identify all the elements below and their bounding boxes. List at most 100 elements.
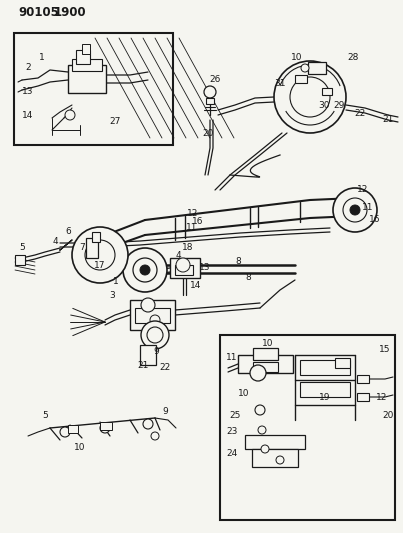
Text: 8: 8 [245,273,251,282]
Bar [252,449,298,467]
Text: 22: 22 [354,109,366,117]
Bar [357,393,369,401]
Bar [130,300,175,330]
Circle shape [85,240,115,270]
Text: 18: 18 [182,244,194,253]
Bar [72,59,102,71]
Text: 15: 15 [379,345,391,354]
Circle shape [343,198,367,222]
Bar [100,422,112,430]
Text: 9: 9 [162,408,168,416]
Text: 30: 30 [318,101,330,109]
Text: 14: 14 [190,281,202,290]
Bar [175,265,193,275]
Circle shape [274,61,346,133]
Text: 17: 17 [94,261,106,270]
Text: 13: 13 [199,263,211,272]
Bar [253,348,278,360]
Circle shape [65,110,75,120]
Text: 1: 1 [113,278,119,287]
Text: 3: 3 [109,290,115,300]
Bar [238,355,293,373]
Circle shape [290,77,330,117]
Text: 26: 26 [209,76,221,85]
Bar [295,75,307,83]
Circle shape [141,298,155,312]
Circle shape [100,423,110,433]
Bar [335,358,350,368]
Bar [220,335,395,520]
Text: 22: 22 [159,364,170,373]
Text: 10: 10 [262,338,274,348]
Text: 25: 25 [229,410,241,419]
Bar [206,98,214,104]
Bar [140,345,156,365]
Text: 1: 1 [39,53,45,62]
Bar [245,435,305,449]
Circle shape [204,86,216,98]
Text: 12: 12 [187,208,199,217]
Text: 19: 19 [319,393,331,402]
Circle shape [150,315,160,325]
Circle shape [276,456,284,464]
Bar [14,33,173,145]
Circle shape [60,427,70,437]
Text: 24: 24 [226,448,238,457]
Text: 11: 11 [186,223,198,232]
Text: 20: 20 [202,128,214,138]
Text: 11: 11 [226,353,238,362]
Text: 10: 10 [291,52,303,61]
Text: 11: 11 [362,204,374,213]
Circle shape [140,265,150,275]
Text: 10: 10 [238,389,250,398]
Bar [253,362,278,372]
Text: 21: 21 [382,116,394,125]
Circle shape [258,426,266,434]
Text: 13: 13 [22,87,34,96]
Circle shape [151,432,159,440]
Bar [308,62,326,74]
Text: 16: 16 [192,217,204,227]
Text: 5: 5 [42,410,48,419]
Circle shape [72,227,128,283]
Text: 12: 12 [357,185,369,195]
Circle shape [261,445,269,453]
Text: 31: 31 [274,78,286,87]
Text: 9: 9 [153,348,159,357]
Text: 2: 2 [25,63,31,72]
Bar [357,375,369,383]
Bar [135,308,170,323]
Bar [76,50,90,64]
Circle shape [143,419,153,429]
Text: 23: 23 [226,427,238,437]
Text: 12: 12 [376,393,388,402]
Circle shape [123,248,167,292]
Text: 10: 10 [74,442,86,451]
Circle shape [301,64,309,72]
Text: 4: 4 [52,238,58,246]
Bar [68,65,106,93]
Text: 6: 6 [65,228,71,237]
Text: 27: 27 [109,117,120,126]
Text: 20: 20 [382,410,394,419]
Text: 21: 21 [137,360,149,369]
Circle shape [255,405,265,415]
Text: 14: 14 [22,110,34,119]
Bar [15,255,25,265]
Bar [170,258,200,278]
Bar [68,425,78,433]
Circle shape [147,327,163,343]
Bar [300,382,350,397]
Circle shape [350,205,360,215]
Bar [82,44,90,54]
Circle shape [133,258,157,282]
Circle shape [250,365,266,381]
Bar [300,360,350,375]
Text: 4: 4 [175,251,181,260]
Bar [92,232,100,242]
Circle shape [176,258,190,272]
Text: 29: 29 [333,101,345,109]
Bar [86,238,98,258]
Text: 1900: 1900 [54,6,87,20]
Bar [322,88,332,95]
